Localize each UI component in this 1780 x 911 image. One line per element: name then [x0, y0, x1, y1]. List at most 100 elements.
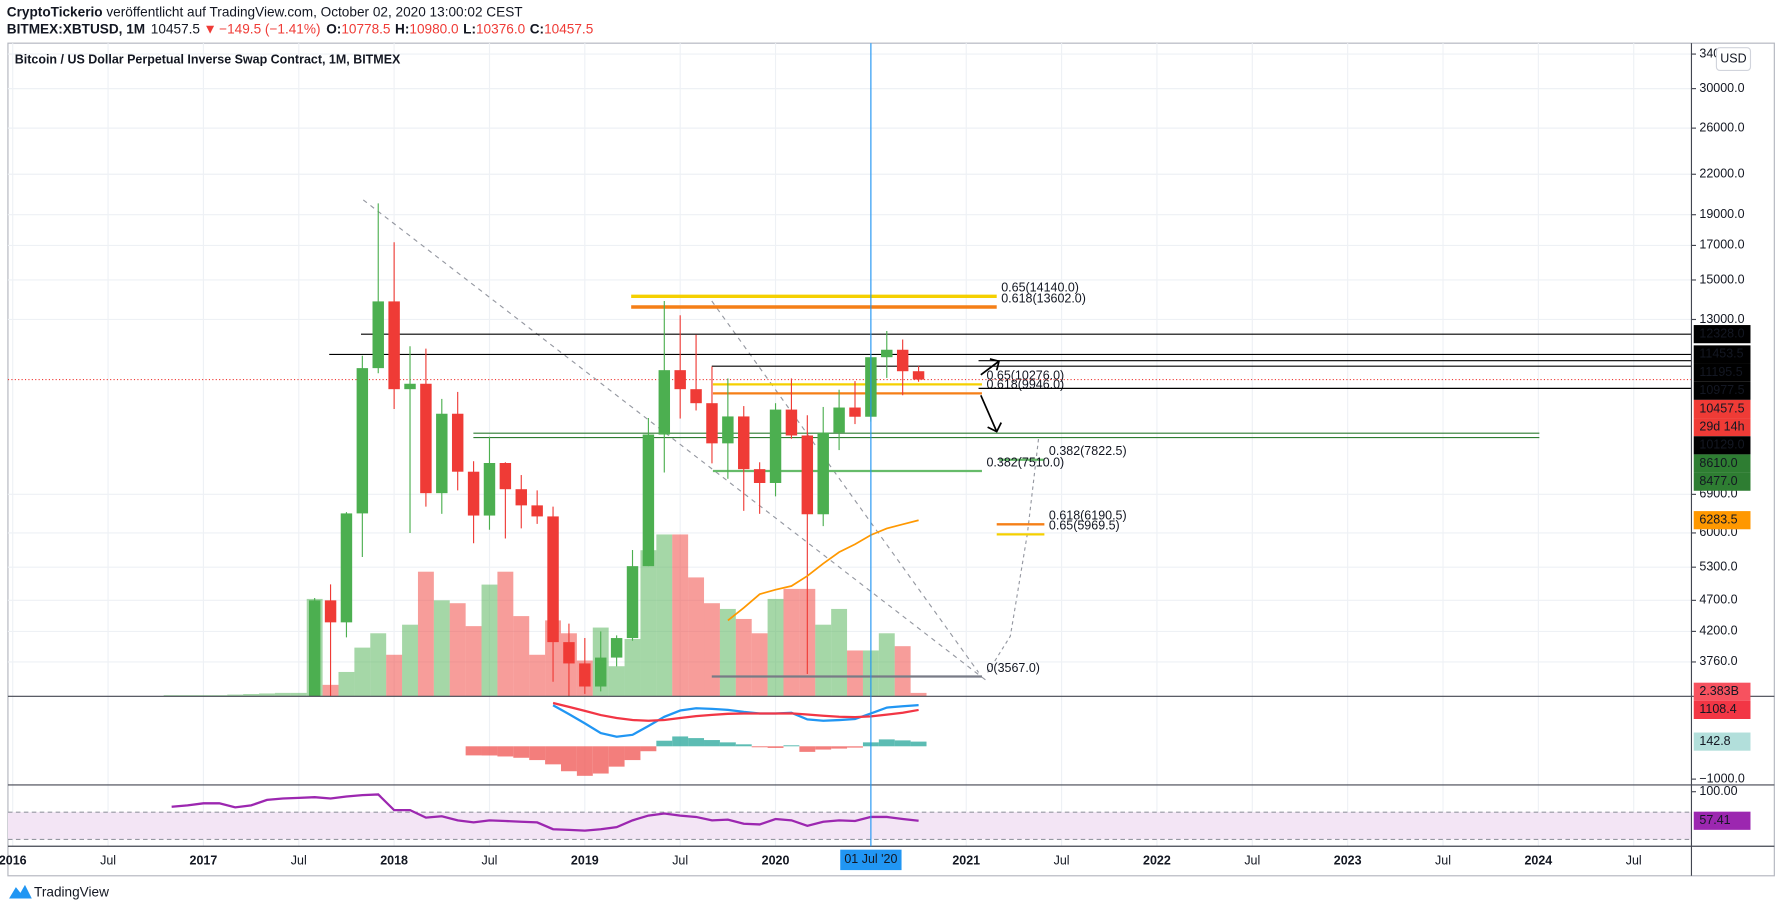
macd-histogram-bar [656, 740, 673, 747]
signal-label-box [1693, 700, 1751, 719]
chart-frame [7, 42, 1775, 877]
candle-body [849, 407, 861, 417]
brand: TradingView [34, 884, 109, 899]
volume-bar [672, 534, 689, 697]
macd-histogram-bar [847, 746, 863, 748]
level-label-box [1693, 472, 1751, 491]
y-tick-label: 17000.0 [1699, 238, 1744, 252]
volume-bar [433, 600, 450, 697]
level-label: 11453.5 [1699, 347, 1743, 361]
crosshair-label-box [840, 849, 902, 871]
volume-bar [465, 626, 482, 697]
x-tick-label: 2024 [1524, 853, 1552, 867]
x-tick-label: 2016 [0, 853, 27, 867]
trend-line [711, 300, 980, 673]
macd-histogram-bar [767, 746, 784, 748]
volume-bar [847, 650, 863, 697]
countdown-label-box [1693, 418, 1751, 437]
level-label-box [1693, 381, 1751, 400]
macd-histogram-bar [894, 740, 911, 747]
volume-bar [417, 571, 434, 697]
volume-bar [767, 598, 784, 697]
candle-body [308, 600, 321, 697]
candles-layer [308, 203, 925, 697]
candle-body [912, 371, 925, 380]
candle-body [388, 301, 400, 390]
level-label: 8477.0 [1699, 474, 1737, 488]
change-arrow: ▼ [203, 21, 216, 36]
candle-body [340, 513, 353, 623]
candle-body [769, 409, 782, 483]
currency[interactable]: USD [1720, 51, 1746, 65]
macd-histogram-bar [704, 740, 720, 747]
fib-label: 0.382(7510.0) [986, 455, 1064, 469]
macd-histogram-bar [624, 746, 641, 761]
signal-line [552, 701, 919, 722]
candle-body [420, 383, 432, 494]
y-tick-label: 5300.0 [1699, 559, 1737, 573]
level-label-box [1693, 325, 1751, 344]
volume-bar [704, 603, 720, 697]
fib-label: 0.65(14140.0) [1001, 281, 1079, 295]
crosshair-label: 01 Jul '20 [844, 852, 897, 866]
rsi-label: 57.41 [1699, 813, 1730, 827]
macd-histogram-bar [545, 746, 561, 765]
x-tick-label: Jul [100, 853, 116, 867]
arrow [980, 394, 1003, 433]
change: −149.5 (−1.41%) [219, 21, 320, 36]
macd-histogram-bar [735, 744, 752, 747]
volume-bar [227, 694, 244, 697]
macd-histogram-bar [465, 746, 482, 756]
volume-bar [831, 608, 848, 697]
volume-bar [274, 692, 291, 697]
y-tick-label: 4200.0 [1699, 624, 1737, 638]
candle-body [817, 432, 829, 515]
chart-title: Bitcoin / US Dollar Perpetual Inverse Sw… [15, 52, 401, 66]
x-tick-label: Jul [1054, 853, 1070, 867]
fib-label: 0(3567.0) [986, 661, 1039, 675]
candle-body [896, 349, 909, 372]
macd-histogram-bar [799, 746, 816, 752]
x-tick-label: 2021 [952, 853, 980, 867]
volume-bar [290, 692, 307, 697]
candle-body [499, 462, 512, 490]
footer: TradingView [9, 884, 109, 899]
macd-histogram-bar [751, 746, 768, 748]
histogram-label: 142.8 [1699, 734, 1730, 748]
volume-bar [481, 584, 498, 697]
volume-bar [195, 695, 212, 697]
level-label: 12328.0 [1699, 326, 1744, 340]
level-label: 10977.5 [1699, 383, 1744, 397]
currency-button[interactable] [1715, 47, 1752, 71]
volume-bar [259, 693, 275, 697]
last-price-label-box [1693, 399, 1751, 419]
candle-body [642, 434, 655, 567]
candle-body [356, 368, 369, 514]
countdown-label: 29d 14h [1699, 419, 1744, 433]
fib-label: 0.618(6190.5) [1049, 509, 1127, 523]
y-tick-label: 4700.0 [1699, 593, 1737, 607]
candle-body [690, 389, 702, 404]
signal-label: 1108.4 [1699, 702, 1736, 716]
volume-bar [656, 534, 673, 697]
level-label-box [1693, 345, 1751, 364]
macd-histogram-bar [719, 742, 736, 747]
volume-bar [370, 633, 387, 697]
macd-histogram-bar [529, 746, 546, 761]
candle-body [483, 462, 496, 516]
y-tick-label: 13000.0 [1699, 312, 1744, 326]
x-tick-label: Jul [1626, 853, 1642, 867]
volume-bar [640, 550, 657, 697]
ma-label-box [1693, 511, 1751, 530]
drawings-layer: 0.65(14140.0)0.618(13602.0)0.65(10276.0)… [7, 199, 1692, 682]
macd-histogram-bar [815, 746, 832, 750]
x-tick-label: Jul [1435, 853, 1451, 867]
candle-body [785, 409, 798, 436]
volume-bar [163, 695, 180, 697]
volume-bar [529, 654, 546, 697]
x-tick-label: Jul [1244, 853, 1260, 867]
last-price: 10457.5 [151, 21, 200, 36]
y-tick-label: 22000.0 [1699, 167, 1744, 181]
